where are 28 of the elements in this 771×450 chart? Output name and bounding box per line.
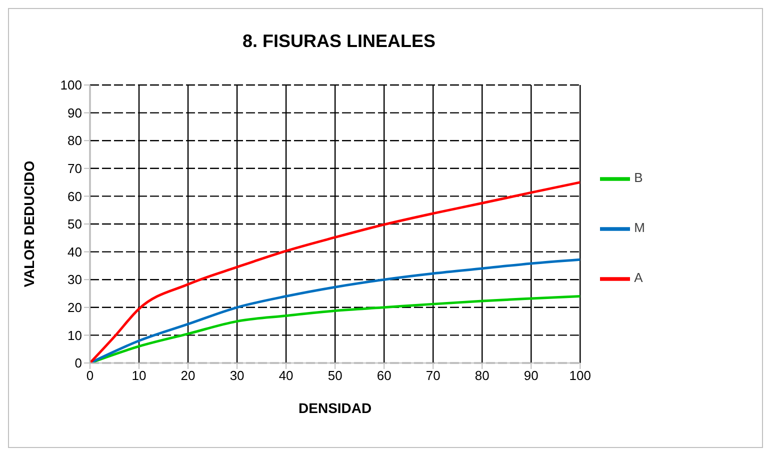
x-tick-label: 30	[230, 368, 244, 384]
legend-label: M	[634, 220, 645, 235]
x-tick-label: 90	[524, 368, 538, 384]
y-tick-label: 100	[60, 78, 82, 93]
x-tick-label: 60	[376, 368, 392, 384]
y-tick-label: 10	[68, 328, 82, 343]
y-tick-label: 80	[68, 133, 82, 148]
x-tick-label: 100	[569, 368, 592, 384]
y-tick-label: 0	[74, 356, 82, 371]
y-tick-label: 70	[68, 161, 82, 176]
y-axis-title: VALOR DEDUCIDO	[20, 160, 37, 288]
legend-label: A	[634, 270, 643, 285]
y-tick-label: 60	[68, 188, 82, 204]
x-tick-label: 50	[328, 368, 342, 384]
x-tick-label: 0	[86, 368, 94, 384]
x-tick-label: 10	[132, 368, 146, 384]
x-tick-label: 80	[474, 368, 490, 384]
x-axis-title: DENSIDAD	[298, 400, 372, 416]
y-tick-label: 90	[68, 105, 82, 120]
x-tick-label: 20	[180, 368, 196, 384]
legend-label: B	[634, 170, 643, 185]
x-tick-label: 40	[278, 368, 294, 384]
y-tick-label: 20	[68, 300, 82, 316]
chart-title: 8. FISURAS LINEALES	[241, 31, 437, 52]
x-tick-label: 70	[426, 368, 440, 384]
y-tick-label: 30	[68, 272, 82, 288]
y-tick-label: 40	[68, 244, 82, 260]
y-tick-label: 50	[68, 216, 82, 232]
